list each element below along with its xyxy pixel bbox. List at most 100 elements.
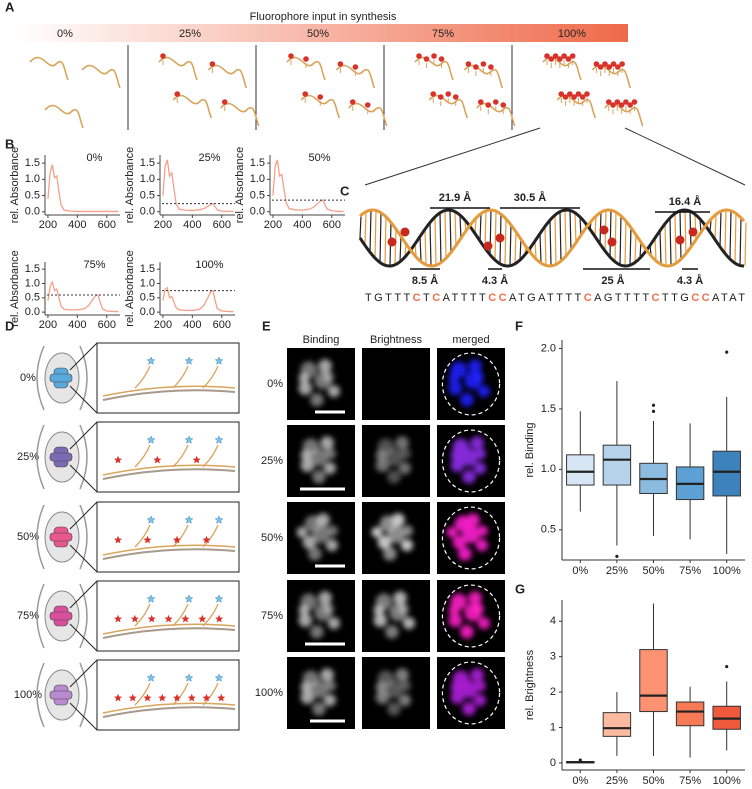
panel-label: F <box>515 318 523 333</box>
base-pair <box>664 223 667 266</box>
blob <box>475 680 486 692</box>
fluorophore <box>302 91 309 97</box>
box <box>675 701 705 727</box>
fluorophore <box>619 61 625 67</box>
signal <box>450 668 486 716</box>
chart-title: 75% <box>83 259 105 271</box>
x-tick-label: 0% <box>572 775 588 787</box>
blob <box>300 458 315 473</box>
chart-title: 50% <box>308 152 330 164</box>
level-label: 25% <box>179 28 201 40</box>
fluorophore <box>174 91 181 97</box>
base-pair <box>714 215 717 240</box>
binder <box>214 356 224 365</box>
blob <box>385 448 403 467</box>
box <box>602 444 632 486</box>
y-tick-label: 0.5 <box>541 524 556 536</box>
x-tick-label: 100% <box>713 565 741 577</box>
blob <box>298 604 310 616</box>
zoom-box <box>96 580 240 652</box>
base-pair <box>534 240 537 258</box>
base-pair <box>459 215 462 240</box>
blob <box>323 371 334 383</box>
fluorophore <box>452 94 459 100</box>
blob <box>400 448 411 460</box>
blob <box>395 436 409 450</box>
base-pair <box>659 230 662 264</box>
base-pair <box>719 211 722 247</box>
fluorophore <box>605 99 612 105</box>
blob <box>375 458 390 473</box>
fluorophore <box>565 56 572 62</box>
base-pair <box>619 214 622 265</box>
strand <box>207 64 248 89</box>
outlier <box>615 554 619 558</box>
row-label: 50% <box>261 532 283 544</box>
sequence-segment: C <box>413 292 421 304</box>
blob <box>325 680 336 692</box>
binder <box>146 673 156 682</box>
probe-strand <box>102 385 236 397</box>
base-pair <box>634 233 637 263</box>
spectrum-line <box>162 159 234 213</box>
zoom-line <box>69 659 98 688</box>
x-tick-label: 75% <box>679 565 701 577</box>
fluorophore <box>431 53 437 59</box>
binder <box>214 435 224 444</box>
blob <box>393 591 407 605</box>
probe-arm <box>202 365 219 389</box>
dna-strand <box>102 706 236 718</box>
base-pair <box>504 217 507 266</box>
probe-strand <box>102 623 236 635</box>
blob <box>296 526 308 538</box>
blob <box>473 371 484 383</box>
fluorophore <box>192 455 201 464</box>
blob <box>375 681 387 693</box>
probe-arm <box>202 682 219 706</box>
blob <box>318 591 332 605</box>
base-pair <box>674 213 677 264</box>
x-tick-label: 400 <box>68 219 86 231</box>
base-pair <box>374 210 377 259</box>
fluorophore <box>215 614 224 623</box>
y-axis-label: rel. Absorbance <box>9 250 21 326</box>
blob <box>448 604 460 616</box>
fluorophore <box>569 53 576 59</box>
gradient-bar <box>18 24 628 42</box>
strand <box>348 102 388 127</box>
fluorophore <box>618 102 625 108</box>
fluorophore <box>544 53 550 59</box>
blob <box>446 526 458 538</box>
y-tick-label: 0.0 <box>250 206 265 218</box>
fluorophore-atom <box>607 237 617 247</box>
blob <box>400 680 411 692</box>
outlier <box>725 350 729 354</box>
fluorophore <box>187 693 196 702</box>
y-tick-label: 0.0 <box>25 306 40 318</box>
y-tick-label: 1.5 <box>140 263 155 275</box>
blob <box>302 535 317 550</box>
y-tick-label: 1.0 <box>25 277 40 289</box>
blob <box>387 525 405 544</box>
nucleus-outline <box>441 661 501 725</box>
fluorophore <box>548 56 555 62</box>
blob <box>452 535 467 550</box>
fluorophore <box>477 99 484 105</box>
blob <box>468 591 482 605</box>
y-axis-label: rel. Absorbance <box>124 147 136 223</box>
blob <box>450 458 465 473</box>
zoom-line <box>69 544 98 573</box>
y-tick-label: 1 <box>550 721 556 733</box>
panel-label: A <box>5 0 15 14</box>
blob <box>477 385 491 398</box>
blob <box>402 617 416 630</box>
distance-label: 4.3 Å <box>677 274 703 287</box>
fluorophore <box>614 99 621 105</box>
backbone <box>358 208 745 268</box>
panel-label: B <box>5 136 14 151</box>
blob <box>300 449 312 461</box>
x-tick-label: 600 <box>323 219 341 231</box>
blob <box>323 694 336 707</box>
sequence-segment: AGTTTT <box>594 292 649 304</box>
